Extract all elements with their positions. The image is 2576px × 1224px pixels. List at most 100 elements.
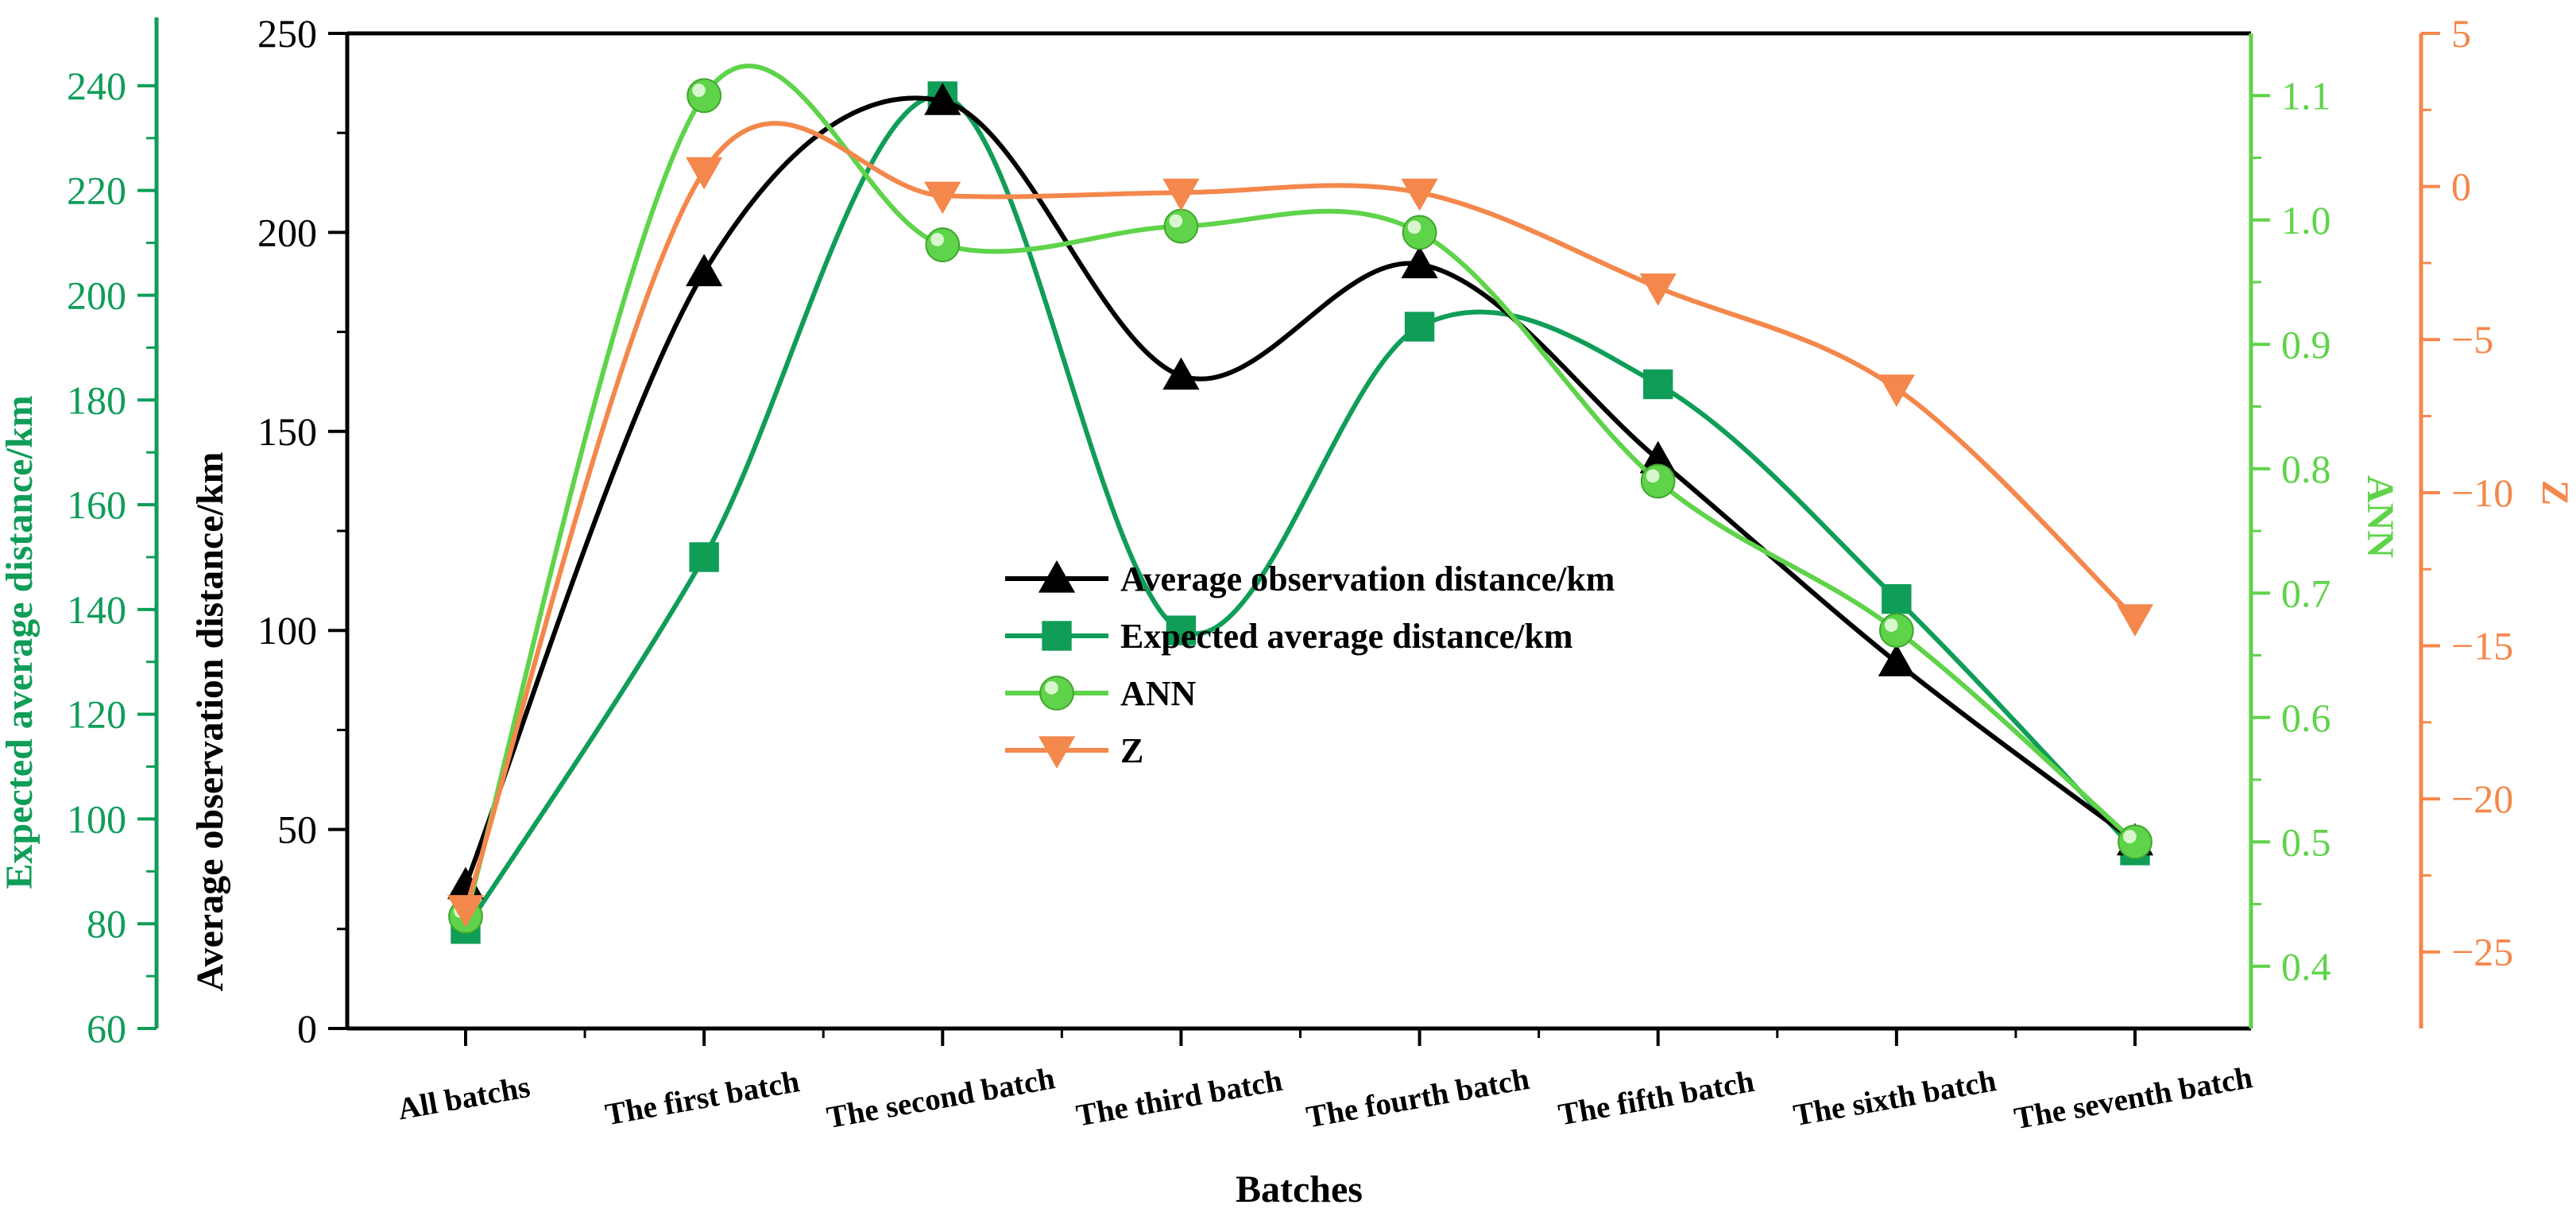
right-outer-tick-label: −20 xyxy=(2451,777,2513,821)
right-outer-tick-label: −15 xyxy=(2451,623,2513,668)
x-tick-label: All batchs xyxy=(395,1070,532,1127)
legend-marker xyxy=(1038,736,1076,769)
right-outer-tick-label: 5 xyxy=(2451,11,2471,56)
series-ann-point xyxy=(1878,613,1914,649)
series-ann-point-fill xyxy=(1878,613,1914,649)
series-expected-average-distance-km-point xyxy=(689,542,719,572)
left-inner-tick-label: 250 xyxy=(257,11,317,56)
legend-marker xyxy=(1039,676,1074,711)
legend-label: Average observation distance/km xyxy=(1120,560,1615,598)
left-inner-tick-label: 200 xyxy=(257,210,317,254)
series-layer xyxy=(447,64,2154,944)
series-ann-point-fill xyxy=(2118,824,2152,860)
series-expected-average-distance-km-point xyxy=(1882,583,1912,614)
series-ann xyxy=(448,64,2152,935)
left-outer-tick-label: 200 xyxy=(67,273,126,317)
series-expected-average-distance-km-line xyxy=(463,94,2137,931)
left-outer-tick-label: 220 xyxy=(67,168,126,213)
legend-item: ANN xyxy=(1005,674,1197,713)
right-inner-tick-label: 1.0 xyxy=(2281,198,2331,242)
series-expected-average-distance-km-point xyxy=(1166,615,1197,645)
series-ann-point-highlight xyxy=(930,233,945,246)
x-tick-label: The first batch xyxy=(603,1064,803,1132)
legend-item: Average observation distance/km xyxy=(1005,560,1615,598)
right-inner-tick-label: 0.7 xyxy=(2281,571,2331,615)
legend-marker xyxy=(1038,560,1076,593)
series-ann-point-fill xyxy=(1640,463,1676,499)
series-ann-point-highlight xyxy=(1884,618,1898,632)
legend-marker-highlight xyxy=(1045,681,1058,695)
right-inner-tick-label: 1.1 xyxy=(2281,73,2331,118)
x-tick-label: The sixth batch xyxy=(1791,1063,1999,1133)
left-outer-tick-label: 80 xyxy=(87,901,126,946)
series-z-point xyxy=(1162,178,1200,211)
series-z-point xyxy=(1639,273,1677,306)
series-ann-point-highlight xyxy=(2123,830,2137,844)
left-outer-tick-label: 140 xyxy=(67,587,126,632)
right-inner-tick-label: 0.4 xyxy=(2281,944,2331,989)
legend: Average observation distance/km Expected … xyxy=(1005,560,1615,770)
series-average-observation-distance-km-point xyxy=(1162,357,1200,390)
series-ann-point xyxy=(1163,208,1199,244)
x-tick-label: The fourth batch xyxy=(1304,1062,1532,1135)
series-z-point xyxy=(447,895,485,928)
legend-item: Expected average distance/km xyxy=(1005,617,1572,656)
series-z-line xyxy=(463,121,2137,910)
right-inner-tick-label: 0.6 xyxy=(2281,695,2331,740)
series-ann-point xyxy=(1402,215,1437,250)
series-ann-point xyxy=(2118,824,2152,860)
series-average-observation-distance-km-point xyxy=(1639,440,1677,474)
x-tick-label: The third batch xyxy=(1073,1063,1285,1133)
axes: All batchs The first batch The second batc… xyxy=(0,11,2576,1210)
series-ann-point-fill xyxy=(1163,208,1199,244)
left-outer-tick-label: 240 xyxy=(67,64,126,108)
series-ann-point-fill xyxy=(925,227,961,262)
left-inner-tick-label: 50 xyxy=(277,808,317,852)
series-expected-average-distance-km-point xyxy=(1404,312,1435,342)
series-z-point xyxy=(686,157,723,190)
right-inner-tick-label: 0.5 xyxy=(2281,819,2331,864)
legend-marker-fill xyxy=(1039,676,1074,711)
series-average-observation-distance-km-point xyxy=(686,254,723,287)
right-outer-tick-label: 0 xyxy=(2451,165,2471,209)
right-outer-tick-label: −10 xyxy=(2451,471,2513,515)
series-ann-point-highlight xyxy=(1169,214,1183,228)
series-ann-point xyxy=(687,78,722,114)
x-tick-label: The seventh batch xyxy=(2012,1060,2256,1136)
legend-item: Z xyxy=(1005,731,1143,770)
right-inner-tick-label: 0.9 xyxy=(2281,322,2331,366)
legend-label: ANN xyxy=(1120,674,1197,713)
right-outer-tick-label: −25 xyxy=(2451,930,2513,974)
left-inner-tick-label: 0 xyxy=(297,1006,317,1051)
x-axis-title: Batches xyxy=(1236,1168,1363,1210)
series-average-observation-distance-km-point xyxy=(1401,246,1438,279)
series-ann-point-fill xyxy=(687,78,722,114)
left-inner-tick-label: 100 xyxy=(257,608,317,653)
x-tick-label: The second batch xyxy=(824,1061,1058,1135)
series-z-point xyxy=(1401,178,1438,211)
series-z-point xyxy=(2116,604,2154,637)
left-inner-tick-label: 150 xyxy=(257,409,317,454)
series-average-observation-distance-km-point xyxy=(1878,644,1915,676)
left-outer-tick-label: 160 xyxy=(67,482,126,527)
left-outer-tick-label: 180 xyxy=(67,378,126,422)
series-z-point xyxy=(924,181,961,215)
series-ann-point-highlight xyxy=(692,83,706,98)
left-outer-tick-label: 120 xyxy=(67,692,126,737)
left-inner-axis-title: Average observation distance/km xyxy=(189,451,231,991)
right-outer-tick-label: −5 xyxy=(2451,317,2493,362)
series-average-observation-distance-km-line xyxy=(463,95,2137,886)
series-z-point xyxy=(1878,374,1915,407)
series-ann-point-fill xyxy=(1402,215,1437,250)
series-expected-average-distance-km-point xyxy=(1643,369,1673,400)
left-outer-axis-title: Expected average distance/km xyxy=(0,395,41,889)
legend-label: Expected average distance/km xyxy=(1120,617,1572,656)
legend-label: Z xyxy=(1120,731,1143,770)
series-z xyxy=(447,121,2154,928)
left-outer-tick-label: 100 xyxy=(67,796,126,841)
left-outer-tick-label: 60 xyxy=(87,1006,126,1051)
series-average-observation-distance-km-point xyxy=(924,83,961,115)
series-ann-point-highlight xyxy=(1407,220,1421,234)
series-ann-point-highlight xyxy=(1646,469,1660,483)
